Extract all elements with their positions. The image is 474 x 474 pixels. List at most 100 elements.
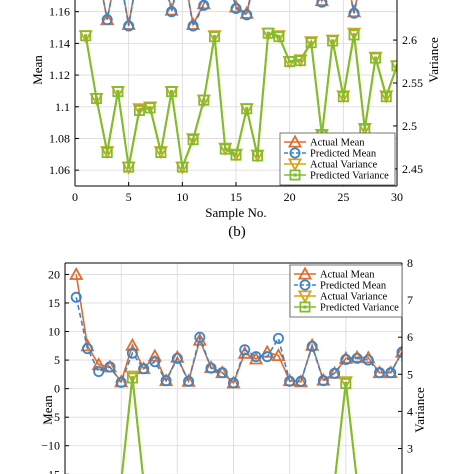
chart1-y2label: Variance (426, 37, 441, 83)
chart2-point-predicted-mean-2 (81, 343, 93, 355)
chart2-ytick-label-5: 10 (48, 325, 60, 339)
chart1-point-predicted-variance-27-core (363, 127, 367, 131)
chart1-point-predicted-variance-8-core (159, 150, 163, 155)
panel-caption: (b) (228, 224, 246, 240)
chart1-point-predicted-variance-25 (337, 91, 349, 103)
chart1-point-predicted-variance-2-core (94, 96, 99, 101)
chart1-point-predicted-variance-11-core (191, 138, 195, 142)
chart1-point-actual-mean-12 (196, 0, 211, 10)
chart2-point-predicted-variance-6 (126, 372, 138, 384)
chart1-point-predicted-variance-5-core (127, 165, 131, 169)
chart2-point-predicted-mean-17 (250, 351, 262, 363)
chart1-point-predicted-variance-9 (166, 86, 178, 98)
chart1-point-predicted-variance-6-core (137, 108, 141, 113)
chart1-ytick-label-2: 1.1 (55, 100, 70, 114)
chart2-point-predicted-mean-21 (295, 375, 307, 387)
chart1-ytick-label-5: 1.16 (49, 5, 70, 19)
chart2-point-predicted-variance-25-core (344, 381, 348, 386)
chart1-point-actual-mean-23 (314, 0, 329, 7)
chart1-point-predicted-variance-2 (90, 92, 102, 104)
chart1-xtick-label-1: 5 (126, 190, 132, 204)
chart1-point-actual-mean-15 (228, 0, 244, 13)
chart2-point-predicted-mean-20 (284, 375, 296, 387)
chart1-point-predicted-variance-5 (123, 161, 135, 173)
chart1-y2tick-label-0: 2.45 (402, 162, 423, 176)
chart1-point-predicted-variance-19 (273, 31, 285, 43)
chart1-series-predicted-mean (101, 0, 360, 32)
chart2-legend-marker-1 (299, 279, 311, 291)
chart-panel-top: 1.06 1.08 1.1 1.12 1.14 1.16 2.45 2.5 2.55 2.6 0 5 1… (30, 0, 441, 220)
chart2-y2tick-label-5: 8 (407, 256, 413, 270)
chart1-point-predicted-variance-20 (284, 56, 296, 68)
chart1-point-predicted-variance-8 (155, 147, 167, 159)
chart1-point-predicted-variance-28 (370, 52, 382, 64)
chart2-y2tick-label-3: 6 (407, 330, 413, 344)
chart1-ytick-label-3: 1.12 (49, 68, 70, 82)
chart1-point-predicted-variance-24 (327, 35, 339, 47)
chart1-y2tick-label-1: 2.5 (402, 119, 417, 133)
chart2-legend-marker-3 (299, 301, 311, 313)
chart2-point-predicted-mean-5 (115, 376, 127, 388)
chart1-legend-marker-1 (289, 147, 301, 159)
chart1-point-predicted-variance-30-core (395, 64, 397, 68)
chart2-ylabel: Mean (40, 395, 55, 425)
chart2-point-predicted-mean-28 (374, 367, 386, 379)
chart2-point-actual-mean-12 (192, 332, 207, 346)
chart2-point-actual-mean-26 (349, 349, 365, 363)
chart1-point-actual-variance-26 (346, 27, 362, 41)
chart2-point-predicted-mean-8 (149, 356, 161, 368)
chart2-point-predicted-mean-27 (362, 354, 374, 366)
chart2-line-predicted-mean (75, 297, 402, 385)
chart1-point-predicted-variance-10-core (180, 165, 184, 169)
chart2-point-predicted-mean-3 (93, 365, 105, 377)
chart1-point-predicted-variance-15-core (234, 153, 238, 157)
chart2-point-predicted-mean-19 (272, 332, 284, 344)
chart1-legend-label-1: Predicted Mean (310, 149, 377, 160)
chart2-point-actual-variance-25 (338, 376, 353, 390)
chart1-xtick-label-5: 25 (337, 190, 349, 204)
chart2-y2tick-label-1: 4 (407, 404, 413, 418)
chart2-point-actual-mean-17 (248, 351, 264, 365)
chart2-point-predicted-mean-10 (171, 352, 183, 364)
chart2-point-predicted-mean-18 (261, 351, 273, 363)
chart1-point-predicted-mean-11 (187, 20, 199, 32)
chart1-y2tick-label-3: 2.6 (402, 33, 417, 47)
chart2-y2tick-label-4: 7 (407, 293, 413, 307)
chart2-legend-marker-3-core (303, 305, 307, 309)
chart1-point-predicted-variance-18 (262, 27, 274, 39)
chart1-line-predicted-variance (84, 31, 397, 172)
chart2-legend-label-0: Actual Mean (320, 270, 375, 281)
chart2-point-predicted-variance-25 (340, 378, 352, 390)
chart1-point-predicted-variance-13 (209, 31, 221, 43)
chart1-point-predicted-variance-14-core (223, 147, 227, 151)
chart2-point-predicted-mean-15 (227, 377, 239, 389)
chart1-point-predicted-variance-18-core (266, 31, 270, 35)
chart2-point-predicted-mean-9 (160, 375, 172, 387)
chart2-legend-label-3: Predicted Variance (320, 303, 399, 314)
chart2-point-actual-variance-6 (125, 370, 140, 384)
chart1-point-predicted-variance-1-core (84, 34, 88, 38)
chart1-point-predicted-variance-25-core (341, 95, 345, 99)
chart1-point-predicted-variance-16-core (245, 107, 249, 111)
chart1-ytick-label-4: 1.14 (49, 36, 70, 50)
chart2-ytick-label-3: 0 (54, 382, 60, 396)
chart1-point-actual-mean-9 (164, 2, 179, 16)
chart2-legend-marker-2 (297, 290, 313, 304)
chart1-point-predicted-variance-22 (305, 37, 317, 49)
chart1-point-predicted-variance-29-core (384, 95, 388, 99)
chart1-point-predicted-variance-7-core (148, 106, 152, 110)
chart1-legend-label-0: Actual Mean (310, 138, 365, 149)
chart1-ylabel: Mean (30, 55, 45, 85)
chart1-point-predicted-variance-11 (187, 134, 199, 146)
chart1-point-predicted-variance-26 (348, 29, 360, 41)
chart1-point-predicted-variance-21-core (298, 59, 302, 63)
chart2-point-predicted-mean-13 (205, 362, 217, 374)
chart1-legend-label-2: Actual Variance (310, 160, 377, 171)
chart1-ytick-label-0: 1.06 (49, 163, 70, 177)
chart2-point-actual-mean-3 (91, 357, 106, 371)
chart1-point-actual-mean-26 (346, 4, 362, 18)
chart1-legend-marker-3-core (293, 173, 297, 177)
